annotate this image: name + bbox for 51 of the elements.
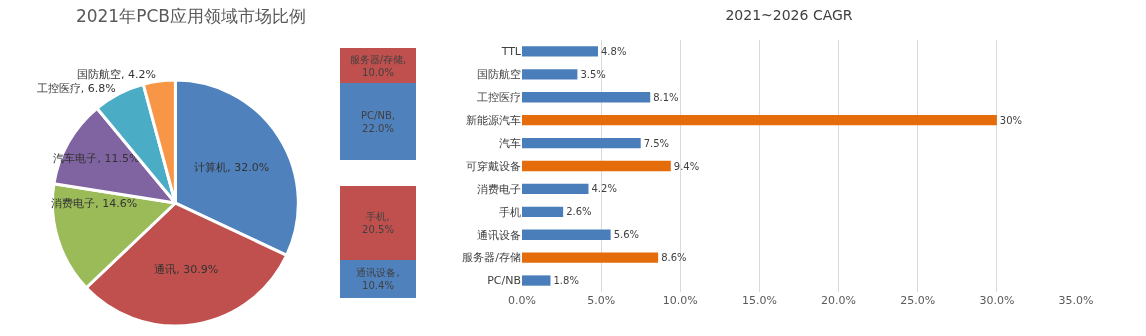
slice-label: 工控医疗, 6.8% [36, 82, 116, 96]
x-tick-label: 30.0% [979, 294, 1015, 307]
data-label: 7.5% [643, 137, 670, 149]
bar [522, 229, 611, 240]
data-label: 8.6% [661, 252, 687, 264]
slice-label: 通讯, 30.9% [154, 263, 219, 277]
bar [522, 137, 641, 149]
y-tick-label: 汽车 [499, 136, 521, 150]
data-label: 8.1% [653, 91, 679, 103]
bar [522, 69, 578, 80]
chart-title: 2021年PCB应用领域市场比例 [75, 5, 306, 26]
data-label: 服务器/存储, 10.0% [349, 53, 407, 78]
x-tick-label: 35.0% [1058, 294, 1094, 307]
slice-label: 计算机, 32.0% [194, 160, 270, 174]
data-label: 4.2% [591, 183, 617, 195]
data-label: 2.6% [566, 206, 592, 218]
y-tick-label: 消费电子 [477, 182, 521, 196]
data-label: 手机, 20.5% [362, 211, 394, 235]
bar [522, 46, 598, 57]
chart-title: 2021~2026 CAGR [725, 6, 853, 23]
slice-label: 国防航空, 4.2% [76, 68, 156, 82]
bar [522, 206, 564, 217]
x-tick-label: 25.0% [900, 294, 936, 307]
bar [522, 252, 659, 263]
bar [522, 183, 589, 195]
x-tick-label: 0.0% [508, 294, 536, 307]
y-tick-label: 可穿戴设备 [466, 159, 521, 173]
bar [522, 160, 671, 172]
x-tick-label: 10.0% [662, 294, 698, 307]
y-tick-label: 通讯设备 [477, 228, 521, 242]
data-label: 1.8% [553, 275, 579, 287]
data-label: PC/NB, 22.0% [361, 109, 395, 134]
x-tick-label: 15.0% [741, 294, 777, 307]
y-tick-label: 新能源汽车 [466, 114, 521, 128]
data-label: 3.5% [580, 68, 606, 80]
y-tick-label: TTL [500, 45, 522, 59]
y-tick-label: PC/NB [487, 274, 521, 288]
bar [522, 115, 997, 126]
bar [522, 275, 551, 286]
y-tick-label: 服务器/存储 [462, 251, 521, 265]
y-tick-label: 手机 [499, 205, 521, 219]
y-tick-label: 工控医疗 [477, 91, 521, 105]
data-label: 5.6% [613, 229, 640, 241]
x-tick-label: 5.0% [587, 294, 616, 307]
data-label: 9.4% [673, 160, 700, 172]
bar [522, 92, 651, 103]
data-label: 30% [999, 114, 1023, 126]
data-label: 4.8% [600, 45, 627, 57]
data-label: 通讯设备, 10.4% [356, 267, 400, 291]
y-tick-label: 国防航空 [477, 68, 521, 82]
x-tick-label: 20.0% [821, 294, 857, 307]
